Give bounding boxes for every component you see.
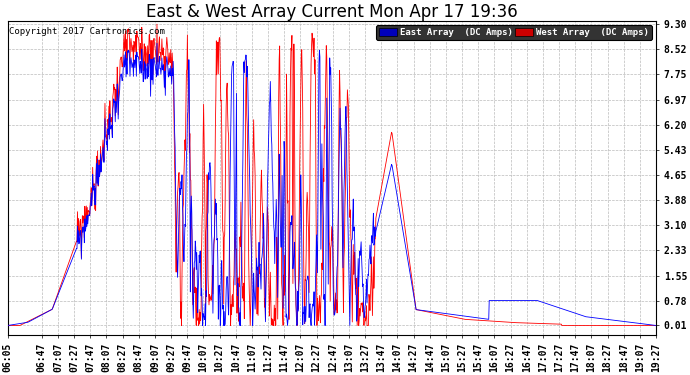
Title: East & West Array Current Mon Apr 17 19:36: East & West Array Current Mon Apr 17 19:… — [146, 3, 518, 21]
Text: Copyright 2017 Cartronics.com: Copyright 2017 Cartronics.com — [9, 27, 165, 36]
Legend: East Array  (DC Amps), West Array  (DC Amps): East Array (DC Amps), West Array (DC Amp… — [376, 26, 651, 40]
